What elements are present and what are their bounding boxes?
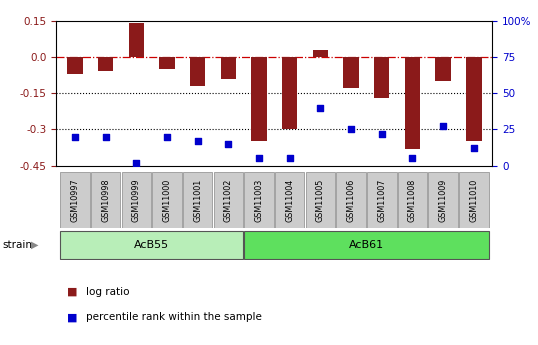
Text: log ratio: log ratio [86, 287, 130, 296]
Text: GSM11003: GSM11003 [254, 178, 264, 221]
Bar [91, 172, 121, 228]
Text: ▶: ▶ [31, 240, 39, 250]
Text: GSM11008: GSM11008 [408, 178, 417, 221]
Point [470, 146, 478, 151]
Point [224, 141, 232, 147]
Bar [122, 172, 151, 228]
Bar [251, 57, 267, 141]
Bar [275, 172, 305, 228]
Text: GSM11002: GSM11002 [224, 178, 233, 221]
Point [132, 160, 140, 166]
Point [101, 134, 110, 139]
Text: GSM11005: GSM11005 [316, 178, 325, 221]
Bar [428, 172, 458, 228]
Bar [398, 172, 427, 228]
Bar [459, 172, 489, 228]
Text: GSM10999: GSM10999 [132, 178, 141, 222]
Text: AcB61: AcB61 [349, 240, 384, 250]
Text: GSM11007: GSM11007 [377, 178, 386, 221]
Bar [336, 172, 366, 228]
Bar [374, 57, 390, 98]
Text: ■: ■ [67, 313, 78, 322]
Text: strain: strain [3, 240, 33, 250]
Bar [435, 57, 451, 81]
Point [70, 134, 79, 139]
Bar [367, 172, 397, 228]
Point [193, 138, 202, 144]
Text: GSM11000: GSM11000 [162, 178, 172, 221]
Bar [244, 172, 274, 228]
Bar [313, 50, 328, 57]
Bar [159, 57, 175, 69]
Bar [60, 172, 90, 228]
Bar [152, 172, 182, 228]
Bar [244, 231, 489, 259]
Point [347, 127, 356, 132]
Text: GSM11009: GSM11009 [438, 178, 448, 221]
Point [439, 124, 448, 129]
Text: GSM11010: GSM11010 [469, 178, 478, 221]
Bar [306, 172, 335, 228]
Bar [98, 57, 114, 71]
Text: AcB55: AcB55 [134, 240, 169, 250]
Point [408, 156, 417, 161]
Text: percentile rank within the sample: percentile rank within the sample [86, 313, 262, 322]
Text: GSM10998: GSM10998 [101, 178, 110, 222]
Bar [221, 57, 236, 79]
Bar [183, 172, 213, 228]
Bar [214, 172, 243, 228]
Text: GSM11001: GSM11001 [193, 178, 202, 221]
Bar [60, 231, 243, 259]
Text: ■: ■ [67, 287, 78, 296]
Point [162, 134, 171, 139]
Bar [129, 23, 144, 57]
Text: GSM11004: GSM11004 [285, 178, 294, 221]
Point [286, 156, 294, 161]
Point [254, 156, 263, 161]
Text: GSM11006: GSM11006 [346, 178, 356, 221]
Bar [67, 57, 82, 74]
Point [378, 131, 386, 137]
Bar [282, 57, 298, 129]
Bar [405, 57, 420, 149]
Text: GSM10997: GSM10997 [70, 178, 80, 222]
Bar [343, 57, 359, 88]
Bar [190, 57, 206, 86]
Bar [466, 57, 482, 141]
Point [316, 105, 325, 110]
